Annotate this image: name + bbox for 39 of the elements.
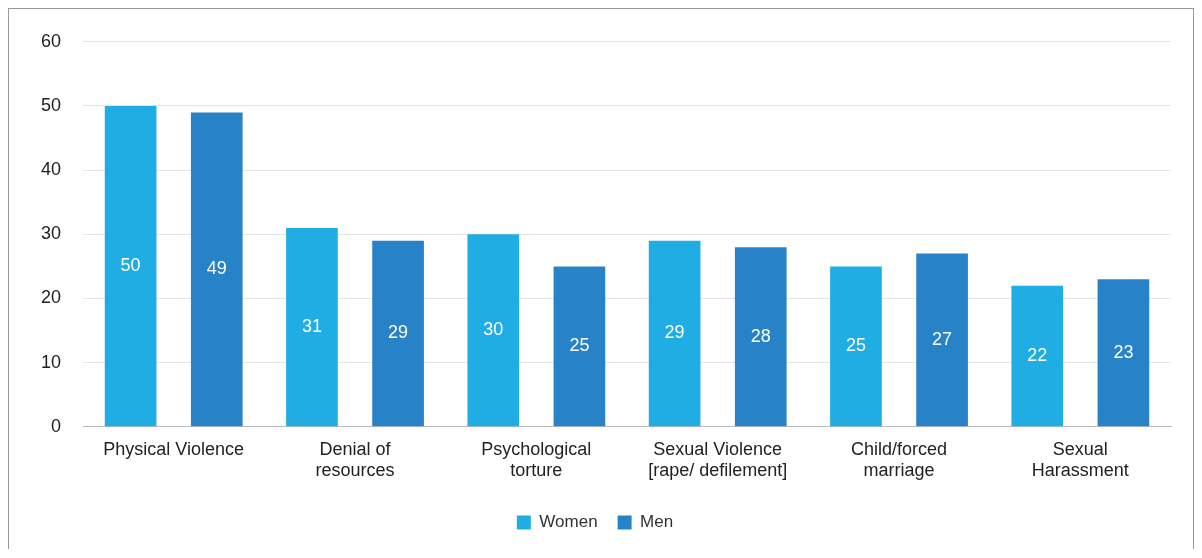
legend-label: Men bbox=[640, 512, 674, 532]
bar bbox=[1011, 285, 1064, 427]
data-label: 30 bbox=[483, 319, 504, 340]
data-label: 29 bbox=[664, 322, 685, 343]
data-label: 22 bbox=[1027, 344, 1048, 365]
y-tick-label: 40 bbox=[40, 159, 62, 180]
x-tick-label: Denial of resources bbox=[315, 438, 395, 481]
bar bbox=[104, 105, 157, 427]
y-tick-label: 0 bbox=[51, 415, 62, 436]
y-tick-label: 30 bbox=[40, 223, 62, 244]
bar bbox=[190, 112, 243, 427]
bar bbox=[916, 253, 968, 427]
data-label: 49 bbox=[206, 258, 227, 279]
y-tick-label: 10 bbox=[40, 351, 62, 372]
data-label: 28 bbox=[750, 325, 771, 346]
y-tick-label: 20 bbox=[40, 287, 62, 308]
bar bbox=[553, 266, 606, 427]
data-label: 25 bbox=[845, 335, 866, 356]
legend-label: Women bbox=[539, 512, 598, 532]
x-tick-label: Sexual Harassment bbox=[1031, 438, 1129, 481]
bar bbox=[286, 227, 338, 427]
bar bbox=[1097, 279, 1150, 427]
data-label: 25 bbox=[569, 335, 590, 356]
data-label: 50 bbox=[120, 255, 141, 276]
y-tick-label: 50 bbox=[40, 94, 62, 115]
bar bbox=[467, 234, 520, 427]
data-label: 27 bbox=[932, 328, 953, 349]
data-label: 29 bbox=[388, 322, 409, 343]
bar bbox=[734, 247, 787, 427]
bar bbox=[648, 240, 701, 427]
data-label: 31 bbox=[301, 316, 322, 337]
data-label: 23 bbox=[1113, 341, 1134, 362]
x-tick-label: Psychological torture bbox=[481, 438, 592, 481]
x-tick-label: Sexual Violence [rape/ defilement] bbox=[648, 438, 788, 481]
bar bbox=[830, 266, 882, 427]
y-tick-label: 60 bbox=[40, 30, 62, 51]
bar bbox=[372, 240, 424, 427]
x-tick-label: Child/forced marriage bbox=[850, 438, 948, 481]
x-tick-label: Physical Violence bbox=[103, 438, 245, 459]
